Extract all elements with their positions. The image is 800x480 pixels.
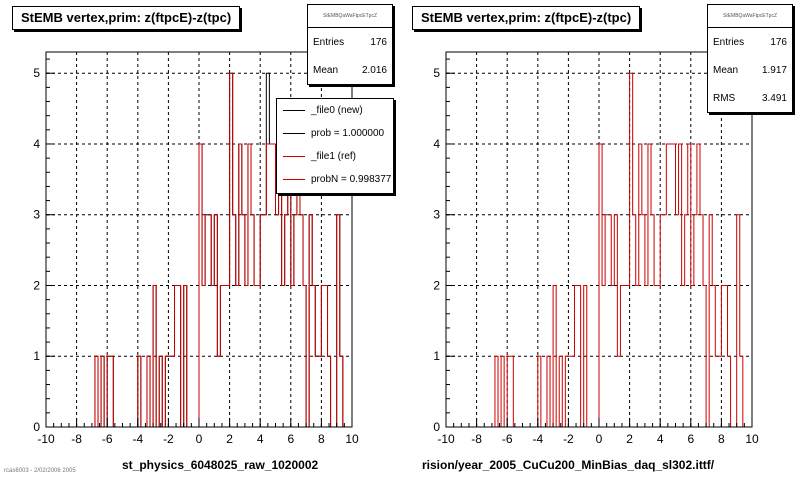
right-stats-row-mean: Mean 1.917: [708, 56, 792, 84]
stats-value: 176: [770, 36, 787, 48]
x-tick-label: 4: [257, 432, 264, 446]
legend-swatch: [283, 156, 305, 157]
right-plot-title: StEMB vertex,prim: z(ftpcE)-z(tpc): [412, 6, 641, 30]
y-tick-label: 3: [33, 208, 40, 222]
right-stats-box: StEMBQaWaFtpcETpcZ Entries 176 Mean 1.91…: [707, 4, 793, 113]
x-tick-label: 2: [226, 432, 233, 446]
right-stats-row-entries: Entries 176: [708, 28, 792, 56]
right-histogram-panel: -10 -8 -6 -4 -2 0 2 4 6 8 10 0 1 2 3 4 5 StEMB vertex,pr…: [400, 0, 800, 480]
x-tick-label: -2: [163, 432, 174, 446]
legend-entry: probN = 0.998377: [277, 168, 393, 191]
stats-label: RMS: [713, 92, 736, 104]
x-tick-label: -4: [132, 432, 143, 446]
y-tick-label: 2: [33, 278, 40, 292]
right-stats-header: StEMBQaWaFtpcETpcZ: [708, 5, 792, 28]
y-tick-label: 5: [33, 66, 40, 80]
right-histogram-plot: -10 -8 -6 -4 -2 0 2 4 6 8 10 0 1 2 3 4 5: [433, 51, 759, 446]
x-tick-label: -6: [102, 432, 113, 446]
left-histogram-panel: -10 -8 -6 -4 -2 0 2 4 6 8 10 0 1 2 3 4 5 StEMB vertex,pr…: [12, 4, 394, 472]
y-tick-label: 0: [433, 420, 440, 434]
legend-label: prob = 1.000000: [311, 128, 385, 139]
legend-swatch: [283, 133, 305, 134]
x-tick-label: 8: [718, 432, 725, 446]
legend-entry: _file1 (ref): [277, 145, 393, 168]
stats-label: Entries: [713, 36, 745, 48]
x-tick-label: -10: [37, 432, 55, 446]
legend-label: _file0 (new): [311, 105, 363, 116]
stats-label: Mean: [313, 64, 339, 76]
x-tick-label: 10: [345, 432, 359, 446]
stats-label: Entries: [313, 36, 345, 48]
legend-label: _file1 (ref): [311, 151, 357, 162]
x-tick-label: -2: [563, 432, 574, 446]
y-tick-label: 5: [433, 66, 440, 80]
left-stats-row-entries: Entries 176: [308, 28, 392, 56]
stats-value: 176: [370, 36, 387, 48]
y-tick-label: 0: [33, 420, 40, 434]
right-stats-row-rms: RMS 3.491: [708, 84, 792, 112]
y-tick-label: 4: [33, 137, 40, 151]
stats-value: 1.917: [761, 64, 787, 76]
left-x-axis: -10 -8 -6 -4 -2 0 2 4 6 8 10: [37, 418, 359, 446]
x-tick-label: 6: [687, 432, 694, 446]
legend-swatch: [283, 110, 305, 111]
stats-value: 2.016: [361, 64, 387, 76]
left-y-axis: 0 1 2 3 4 5: [33, 58, 55, 434]
footer-caption: rcas6003 - 2/02/2006 2005: [4, 468, 76, 474]
x-tick-label: 2: [626, 432, 633, 446]
right-x-axis: -10 -8 -6 -4 -2 0 2 4 6 8 10: [437, 418, 759, 446]
y-tick-label: 1: [433, 349, 440, 363]
x-tick-label: -4: [532, 432, 543, 446]
y-tick-label: 4: [433, 137, 440, 151]
stats-value: 3.491: [761, 92, 787, 104]
x-tick-label: 8: [318, 432, 325, 446]
x-tick-label: -8: [471, 432, 482, 446]
legend-entry: prob = 1.000000: [277, 122, 393, 145]
left-plot-title: StEMB vertex,prim: z(ftpcE)-z(tpc): [12, 6, 241, 30]
left-histogram-plot: -10 -8 -6 -4 -2 0 2 4 6 8 10 0 1 2 3 4 5: [33, 51, 359, 446]
legend-swatch: [283, 179, 305, 180]
x-tick-label: 10: [745, 432, 759, 446]
left-legend: _file0 (new) prob = 1.000000 _file1 (ref…: [276, 98, 394, 194]
right-series-0-outline: [446, 72, 752, 428]
left-stats-row-mean: Mean 2.016: [308, 56, 392, 84]
x-tick-label: -10: [437, 432, 455, 446]
stats-label: Mean: [713, 64, 739, 76]
right-x-axis-label: rision/year_2005_CuCu200_MinBias_daq_sl3…: [422, 458, 715, 472]
y-tick-label: 1: [33, 349, 40, 363]
left-stats-box: StEMBQaWaFtpcETpcZ Entries 176 Mean 2.01…: [307, 4, 393, 85]
x-tick-label: 6: [287, 432, 294, 446]
left-x-axis-label: st_physics_6048025_raw_1020002: [122, 458, 319, 472]
x-tick-label: -6: [502, 432, 513, 446]
legend-entry: _file0 (new): [277, 99, 393, 122]
x-tick-label: 0: [196, 432, 203, 446]
legend-label: probN = 0.998377: [311, 174, 392, 185]
left-series-1-outline: [46, 72, 352, 428]
y-tick-label: 3: [433, 208, 440, 222]
right-y-axis: 0 1 2 3 4 5: [433, 58, 455, 434]
x-tick-label: 4: [657, 432, 664, 446]
y-tick-label: 2: [433, 278, 440, 292]
x-tick-label: 0: [596, 432, 603, 446]
left-stats-header: StEMBQaWaFtpcETpcZ: [308, 5, 392, 28]
x-tick-label: -8: [71, 432, 82, 446]
